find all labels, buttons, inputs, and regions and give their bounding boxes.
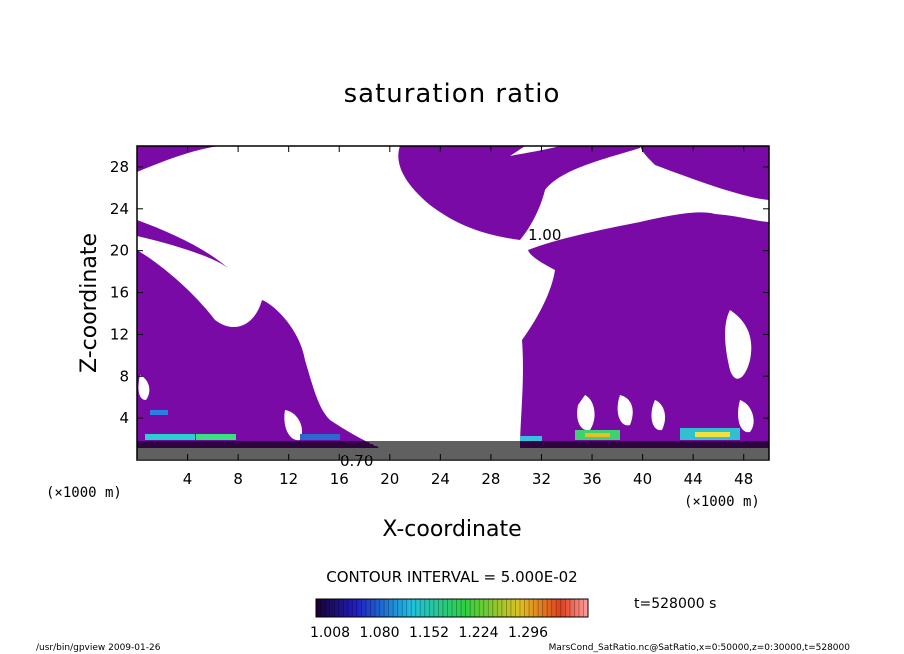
- surface-patches: [145, 410, 740, 441]
- colorbar-gradient: [315, 598, 589, 618]
- y-tick-label-1: 8: [119, 367, 129, 385]
- patch-9: [150, 410, 168, 415]
- saturation-region: [137, 146, 769, 448]
- y-tick-label-3: 16: [110, 284, 129, 302]
- y-tick-label-6: 28: [110, 158, 129, 176]
- y-axis: 4 8 12 16 20 24 28: [110, 158, 769, 427]
- colorbar-ticks: 1.008 1.080 1.152 1.224 1.296: [310, 625, 548, 641]
- x-tick-label-5: 24: [431, 470, 450, 488]
- patch-4: [520, 436, 542, 441]
- plot-area: 1.00 0.70: [136, 145, 770, 470]
- x-tick-label-11: 48: [734, 470, 753, 488]
- y-unit-label: (×1000 m): [46, 485, 122, 501]
- x-tick-label-1: 8: [233, 470, 243, 488]
- plot-frame: [136, 145, 770, 461]
- colorbar-tick-label-1: 1.080: [359, 625, 399, 641]
- footer-left: /usr/bin/gpview 2009-01-26: [36, 643, 161, 653]
- contour-label-2: 0.70: [340, 452, 373, 470]
- colorbar: [315, 598, 589, 618]
- x-axis-label: X-coordinate: [382, 517, 521, 542]
- colorbar-tick-label-4: 1.296: [508, 625, 548, 641]
- y-tick-label-0: 4: [119, 409, 129, 427]
- x-tick-label-3: 16: [330, 470, 349, 488]
- patch-6: [585, 433, 610, 437]
- patch-1: [145, 434, 195, 440]
- patch-2: [196, 434, 236, 440]
- time-label: t=528000 s: [634, 596, 716, 612]
- colorbar-tick-label-3: 1.224: [458, 625, 498, 641]
- x-tick-label-2: 12: [279, 470, 298, 488]
- colorbar-stripes: [320, 599, 584, 617]
- y-axis-label: Z-coordinate: [77, 233, 102, 373]
- x-tick-label-4: 20: [380, 470, 399, 488]
- colorbar-tick-label-0: 1.008: [310, 625, 350, 641]
- colorbar-tick-label-2: 1.152: [409, 625, 449, 641]
- x-tick-label-9: 40: [633, 470, 652, 488]
- y-tick-label-5: 24: [110, 200, 129, 218]
- footer-right: MarsCond_SatRatio.nc@SatRatio,x=0:50000,…: [549, 643, 851, 653]
- y-tick-label-4: 20: [110, 242, 129, 260]
- contour-label-1: 1.00: [528, 226, 561, 244]
- x-tick-label-0: 4: [183, 470, 193, 488]
- patch-8: [695, 432, 730, 437]
- y-tick-label-2: 12: [110, 325, 129, 343]
- contour-interval: CONTOUR INTERVAL = 5.000E-02: [326, 568, 577, 586]
- x-tick-label-10: 44: [684, 470, 703, 488]
- x-axis: 4 8 12 16 20 24 28 32 36 40 44 48: [183, 146, 753, 488]
- x-tick-label-8: 36: [582, 470, 601, 488]
- chart-title: saturation ratio: [344, 79, 561, 109]
- x-tick-label-6: 28: [481, 470, 500, 488]
- patch-3: [300, 434, 340, 440]
- x-unit-label: (×1000 m): [684, 494, 760, 510]
- x-tick-label-7: 32: [532, 470, 551, 488]
- surface-contours: [137, 441, 769, 459]
